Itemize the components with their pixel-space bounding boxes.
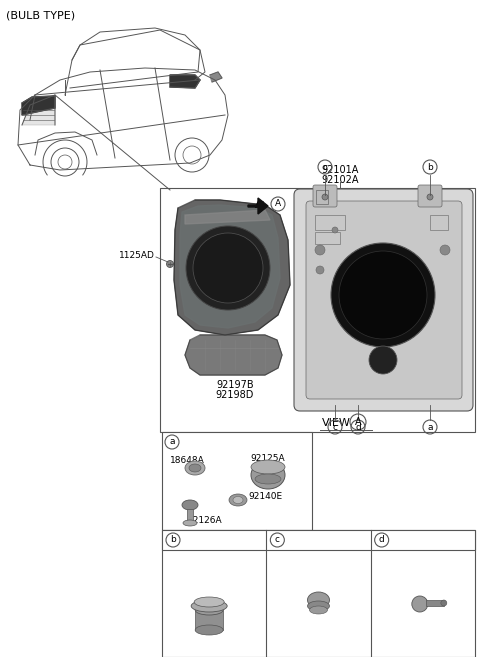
Ellipse shape bbox=[251, 461, 285, 489]
Polygon shape bbox=[180, 205, 280, 328]
Ellipse shape bbox=[308, 601, 329, 611]
Polygon shape bbox=[248, 198, 268, 214]
Circle shape bbox=[427, 194, 433, 200]
Ellipse shape bbox=[255, 474, 281, 484]
Text: c: c bbox=[333, 422, 337, 432]
Ellipse shape bbox=[233, 497, 243, 503]
Text: 92140E: 92140E bbox=[248, 492, 282, 501]
Text: 92198D: 92198D bbox=[216, 390, 254, 400]
Bar bbox=[430, 215, 448, 230]
Ellipse shape bbox=[195, 605, 223, 615]
Ellipse shape bbox=[194, 597, 224, 607]
Text: 1125AD: 1125AD bbox=[119, 250, 155, 260]
Polygon shape bbox=[210, 72, 222, 82]
Circle shape bbox=[167, 260, 173, 267]
Ellipse shape bbox=[185, 461, 205, 475]
Text: b: b bbox=[170, 535, 176, 545]
Circle shape bbox=[440, 245, 450, 255]
Ellipse shape bbox=[229, 494, 247, 506]
Text: VIEW: VIEW bbox=[322, 418, 351, 428]
Text: c: c bbox=[275, 535, 280, 545]
Polygon shape bbox=[170, 75, 200, 88]
Polygon shape bbox=[22, 95, 55, 125]
Polygon shape bbox=[185, 335, 282, 375]
Polygon shape bbox=[174, 200, 290, 335]
Text: d: d bbox=[355, 422, 361, 432]
Circle shape bbox=[332, 227, 338, 233]
Circle shape bbox=[331, 243, 435, 347]
FancyBboxPatch shape bbox=[418, 185, 442, 207]
Circle shape bbox=[193, 233, 263, 303]
Ellipse shape bbox=[182, 500, 198, 510]
Circle shape bbox=[369, 346, 397, 374]
Text: 92126A: 92126A bbox=[187, 516, 222, 525]
Circle shape bbox=[316, 266, 324, 274]
Polygon shape bbox=[185, 210, 270, 224]
Text: 18648A: 18648A bbox=[170, 456, 205, 465]
Ellipse shape bbox=[441, 600, 447, 606]
Text: A: A bbox=[355, 417, 361, 427]
Text: b: b bbox=[427, 162, 433, 171]
Ellipse shape bbox=[189, 464, 201, 472]
Ellipse shape bbox=[308, 592, 329, 608]
FancyBboxPatch shape bbox=[313, 185, 337, 207]
Bar bbox=[160, 188, 475, 432]
Ellipse shape bbox=[195, 625, 223, 635]
Bar bbox=[426, 600, 444, 606]
Polygon shape bbox=[22, 96, 55, 115]
Bar bbox=[162, 530, 475, 657]
Text: 92197B: 92197B bbox=[216, 380, 254, 390]
Text: 92163A: 92163A bbox=[186, 535, 223, 545]
Circle shape bbox=[186, 226, 270, 310]
FancyBboxPatch shape bbox=[294, 189, 473, 411]
Bar bbox=[162, 530, 475, 550]
Bar bbox=[162, 432, 312, 530]
Ellipse shape bbox=[310, 606, 327, 614]
Ellipse shape bbox=[191, 600, 227, 612]
Text: 92125A: 92125A bbox=[251, 454, 285, 463]
Text: c: c bbox=[323, 162, 327, 171]
Text: 91214B: 91214B bbox=[290, 535, 328, 545]
FancyBboxPatch shape bbox=[306, 201, 462, 399]
Bar bbox=[316, 190, 328, 204]
Text: a: a bbox=[169, 438, 175, 447]
Circle shape bbox=[315, 245, 325, 255]
Ellipse shape bbox=[251, 460, 285, 474]
Bar bbox=[315, 215, 345, 230]
Text: 92102A: 92102A bbox=[321, 175, 359, 185]
Text: (BULB TYPE): (BULB TYPE) bbox=[6, 10, 75, 20]
Circle shape bbox=[412, 596, 428, 612]
Circle shape bbox=[339, 251, 427, 339]
Ellipse shape bbox=[183, 520, 197, 526]
Bar bbox=[195, 610, 223, 630]
Text: d: d bbox=[379, 535, 384, 545]
Bar bbox=[315, 232, 340, 244]
Text: 92101A: 92101A bbox=[321, 165, 359, 175]
Text: A: A bbox=[275, 200, 281, 208]
Circle shape bbox=[322, 194, 328, 200]
Text: 18644E: 18644E bbox=[395, 535, 432, 545]
Bar bbox=[187, 509, 193, 523]
Text: a: a bbox=[427, 422, 433, 432]
